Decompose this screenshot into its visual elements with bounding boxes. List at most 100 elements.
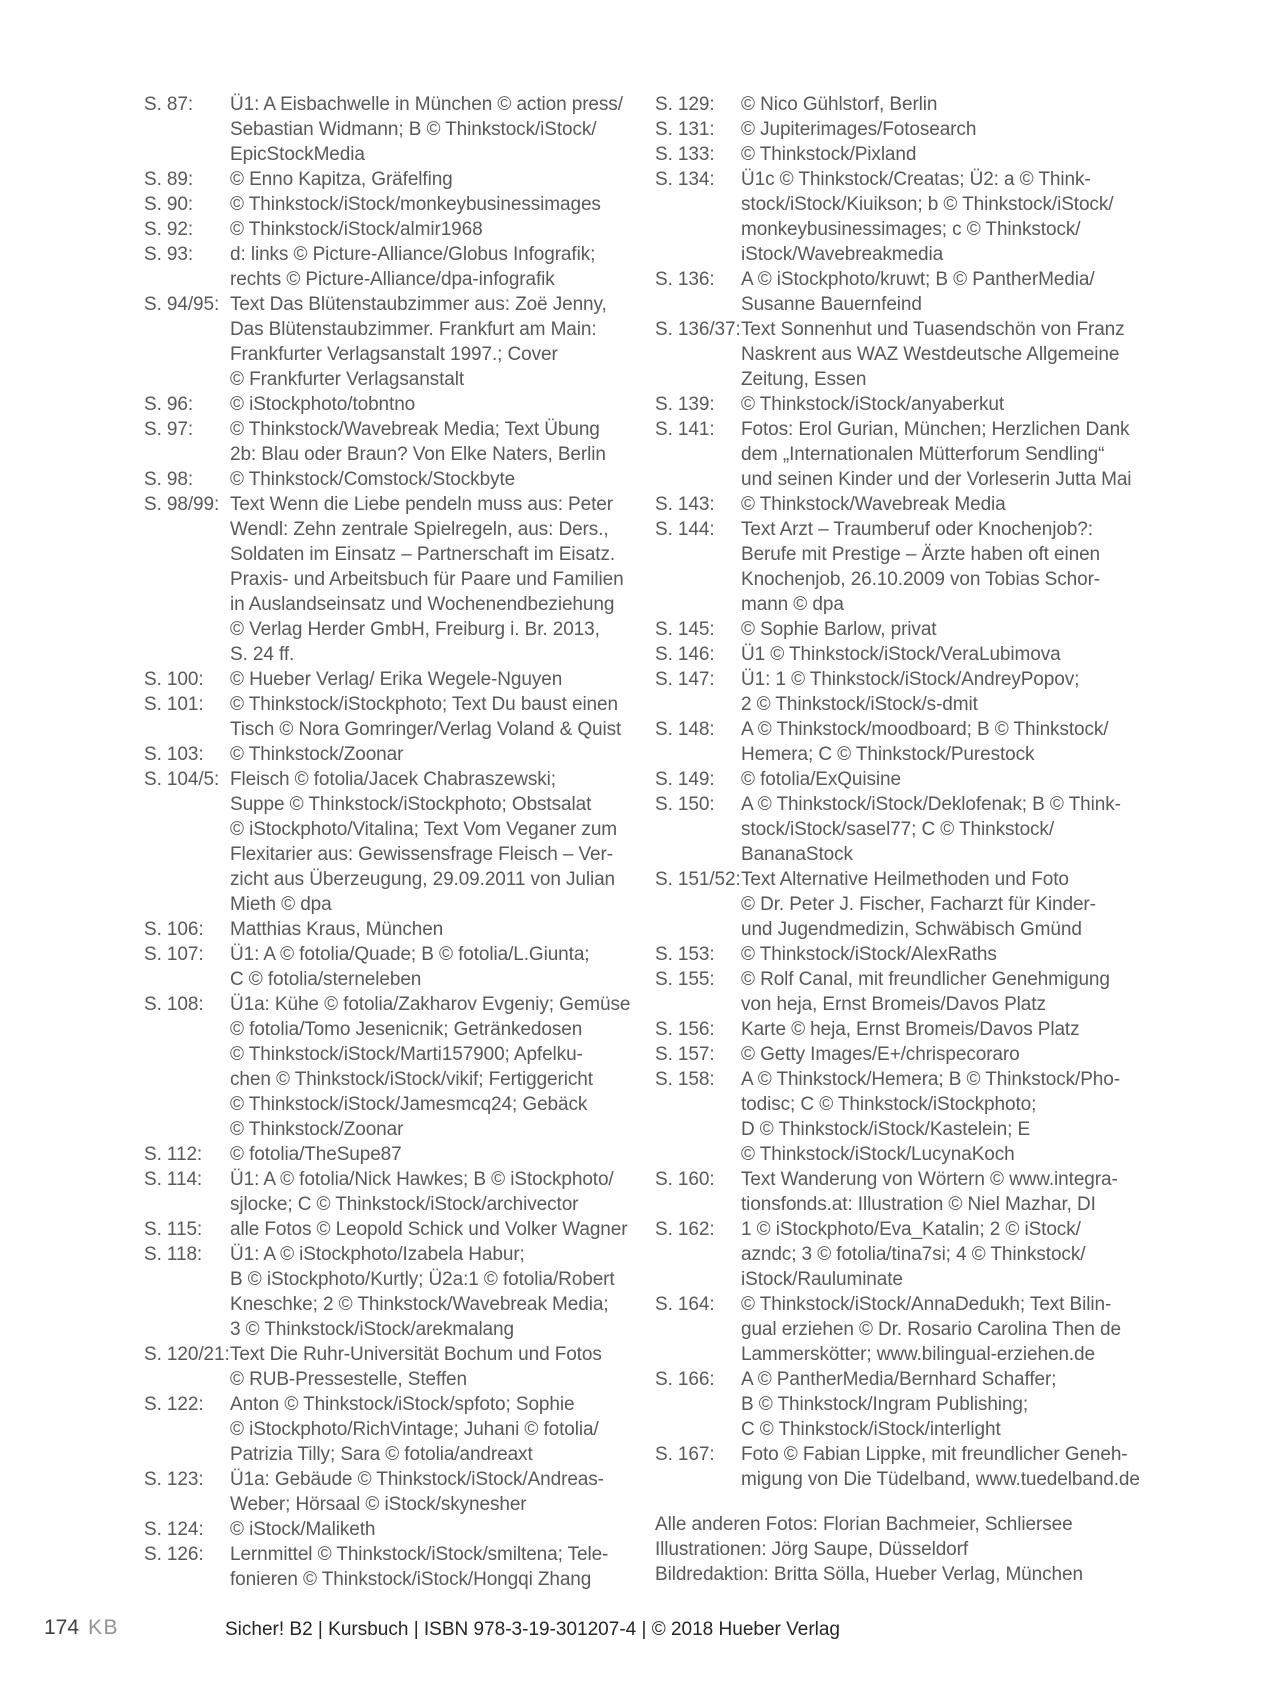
page-ref: S. 147: — [655, 669, 715, 690]
credit-text: 1 © iStockphoto/Eva_Katalin; 2 © iStock/… — [741, 1219, 1086, 1290]
page-ref: S. 107: — [144, 944, 204, 965]
credit-entry: S. 167: Foto © Fabian Lippke, mit freundl… — [655, 1442, 1140, 1492]
credit-text: Ü1a: Kühe © fotolia/Zakharov Evgeniy; Ge… — [230, 994, 631, 1140]
credit-text: © fotolia/ExQuisine — [741, 769, 901, 790]
credit-text: Text Sonnenhut und Tuasendschön von Fran… — [741, 319, 1125, 390]
credit-entry: S. 126: Lernmittel © Thinkstock/iStock/sm… — [144, 1542, 630, 1592]
page-ref: S. 136/37: — [655, 319, 741, 340]
credit-text: alle Fotos © Leopold Schick und Volker W… — [230, 1219, 628, 1240]
page-ref: S. 164: — [655, 1294, 715, 1315]
page-ref: S. 129: — [655, 94, 715, 115]
credit-entry: S. 89: © Enno Kapitza, Gräfelfing — [144, 167, 630, 192]
credit-text: © Thinkstock/iStock/almir1968 — [230, 219, 483, 240]
credit-entry: S. 158: A © Thinkstock/Hemera; B © Thinks… — [655, 1067, 1140, 1167]
credit-text: Text Das Blütenstaubzimmer aus: Zoë Jenn… — [230, 294, 607, 390]
page-ref: S. 133: — [655, 144, 715, 165]
page-ref: S. 103: — [144, 744, 204, 765]
credit-entry: S. 87: Ü1: A Eisbachwelle in München © ac… — [144, 92, 630, 167]
credit-entry: S. 97: © Thinkstock/Wavebreak Media; Text… — [144, 417, 630, 467]
credit-text: Ü1: A Eisbachwelle in München © action p… — [230, 94, 623, 165]
credit-text: © Thinkstock/iStock/anyaberkut — [741, 394, 1005, 415]
credit-entry: S. 155: © Rolf Canal, mit freundlicher Ge… — [655, 967, 1140, 1017]
credit-text: © Thinkstock/iStock/AlexRaths — [741, 944, 997, 965]
credit-text: © Thinkstock/Wavebreak Media; Text Übung… — [230, 419, 606, 465]
credit-text: © iStockphoto/tobntno — [230, 394, 416, 415]
page-ref: S. 158: — [655, 1069, 715, 1090]
credit-entry: S. 122: Anton © Thinkstock/iStock/spfoto;… — [144, 1392, 630, 1467]
credit-entry: S. 148: A © Thinkstock/moodboard; B © Thi… — [655, 717, 1140, 767]
credit-entry: S. 114: Ü1: A © fotolia/Nick Hawkes; B © … — [144, 1167, 630, 1217]
page-ref: S. 155: — [655, 969, 715, 990]
credit-entry: S. 162: 1 © iStockphoto/Eva_Katalin; 2 © … — [655, 1217, 1140, 1292]
credit-text: Text Arzt – Traumberuf oder Knochenjob?:… — [741, 519, 1101, 615]
credit-entry: S. 100: © Hueber Verlag/ Erika Wegele-Ngu… — [144, 667, 630, 692]
credit-entry: S. 107: Ü1: A © fotolia/Quade; B © fotoli… — [144, 942, 630, 992]
credit-entry: S. 136/37: Text Sonnenhut und Tuasendschö… — [655, 317, 1140, 392]
page-ref: S. 100: — [144, 669, 204, 690]
credit-text: Fleisch © fotolia/Jacek Chabraszewski; S… — [230, 769, 618, 915]
page-ref: S. 150: — [655, 794, 715, 815]
page-number: 174 — [44, 1616, 80, 1639]
credit-text: Ü1a: Gebäude © Thinkstock/iStock/Andreas… — [230, 1469, 604, 1515]
credit-text: Ü1: A © iStockphoto/Izabela Habur; B © i… — [230, 1244, 615, 1340]
credit-entry: S. 153: © Thinkstock/iStock/AlexRaths — [655, 942, 1140, 967]
credit-entry: S. 106: Matthias Kraus, München — [144, 917, 630, 942]
credit-text: © Enno Kapitza, Gräfelfing — [230, 169, 453, 190]
credit-entry: S. 123: Ü1a: Gebäude © Thinkstock/iStock/… — [144, 1467, 630, 1517]
credit-text: A © Thinkstock/moodboard; B © Thinkstock… — [741, 719, 1109, 765]
credit-text: Foto © Fabian Lippke, mit freundlicher G… — [741, 1444, 1140, 1490]
page-ref: S. 162: — [655, 1219, 715, 1240]
credit-text: © Nico Gühlstorf, Berlin — [741, 94, 938, 115]
credit-entry: S. 143: © Thinkstock/Wavebreak Media — [655, 492, 1140, 517]
credit-text: Lernmittel © Thinkstock/iStock/smiltena;… — [230, 1544, 609, 1590]
closing-line: Alle anderen Fotos: Florian Bachmeier, S… — [655, 1514, 1073, 1535]
page-ref: S. 96: — [144, 394, 194, 415]
page-ref: S. 93: — [144, 244, 194, 265]
credit-text: Ü1 © Thinkstock/iStock/VeraLubimova — [741, 644, 1061, 665]
credit-entry: S. 133: © Thinkstock/Pixland — [655, 142, 1140, 167]
credit-text: © Rolf Canal, mit freundlicher Genehmigu… — [741, 969, 1110, 1015]
credit-entry: S. 118: Ü1: A © iStockphoto/Izabela Habur… — [144, 1242, 630, 1342]
credit-text: d: links © Picture-Alliance/Globus Infog… — [230, 244, 596, 290]
page-ref: S. 167: — [655, 1444, 715, 1465]
page-ref: S. 126: — [144, 1544, 204, 1565]
footer-imprint: Sicher! B2 | Kursbuch | ISBN 978-3-19-30… — [225, 1619, 840, 1640]
credit-entry: S. 166: A © PantherMedia/Bernhard Schaffe… — [655, 1367, 1140, 1442]
credit-entry: S. 98: © Thinkstock/Comstock/Stockbyte — [144, 467, 630, 492]
credit-entry: S. 141: Fotos: Erol Gurian, München; Herz… — [655, 417, 1140, 492]
credit-entry: S. 93: d: links © Picture-Alliance/Globus… — [144, 242, 630, 292]
credit-text: Text Die Ruhr-Universität Bochum und Fot… — [230, 1344, 602, 1390]
page-ref: S. 139: — [655, 394, 715, 415]
credit-text: © Getty Images/E+/chrispecoraro — [741, 1044, 1020, 1065]
page-ref: S. 92: — [144, 219, 194, 240]
page-ref: S. 114: — [144, 1169, 203, 1190]
page-ref: S. 90: — [144, 194, 194, 215]
closing-block: Alle anderen Fotos: Florian Bachmeier, S… — [655, 1512, 1140, 1587]
credit-text: A © Thinkstock/Hemera; B © Thinkstock/Ph… — [741, 1069, 1120, 1165]
page-ref: S. 148: — [655, 719, 715, 740]
credit-text: © Thinkstock/iStockphoto; Text Du baust … — [230, 694, 622, 740]
credit-text: Ü1: A © fotolia/Quade; B © fotolia/L.Giu… — [230, 944, 590, 990]
page-ref: S. 157: — [655, 1044, 715, 1065]
page-ref: S. 97: — [144, 419, 194, 440]
credit-entry: S. 108: Ü1a: Kühe © fotolia/Zakharov Evge… — [144, 992, 630, 1142]
page-ref: S. 98: — [144, 469, 194, 490]
closing-line: Illustrationen: Jörg Saupe, Düsseldorf — [655, 1539, 969, 1560]
page-ref: S. 94/95: — [144, 294, 220, 315]
credit-entry: S. 160: Text Wanderung von Wörtern © www.… — [655, 1167, 1140, 1217]
page-ref: S. 120/21: — [144, 1344, 230, 1365]
page-ref: S. 89: — [144, 169, 194, 190]
page-ref: S. 153: — [655, 944, 715, 965]
credit-text: © Thinkstock/Pixland — [741, 144, 917, 165]
book-code: KB — [88, 1616, 120, 1639]
credit-entry: S. 134: Ü1c © Thinkstock/Creatas; Ü2: a ©… — [655, 167, 1140, 267]
credit-text: A © Thinkstock/iStock/Deklofenak; B © Th… — [741, 794, 1121, 865]
credit-entry: S. 131: © Jupiterimages/Fotosearch — [655, 117, 1140, 142]
page-ref: S. 134: — [655, 169, 715, 190]
page-ref: S. 151/52: — [655, 869, 741, 890]
credit-entry: S. 90: © Thinkstock/iStock/monkeybusiness… — [144, 192, 630, 217]
credit-entry: S. 101: © Thinkstock/iStockphoto; Text Du… — [144, 692, 630, 742]
credits-column-left: S. 87: Ü1: A Eisbachwelle in München © ac… — [144, 92, 630, 1592]
credit-text: A © iStockphoto/kruwt; B © PantherMedia/… — [741, 269, 1095, 315]
credit-text: Text Wanderung von Wörtern © www.integra… — [741, 1169, 1118, 1215]
